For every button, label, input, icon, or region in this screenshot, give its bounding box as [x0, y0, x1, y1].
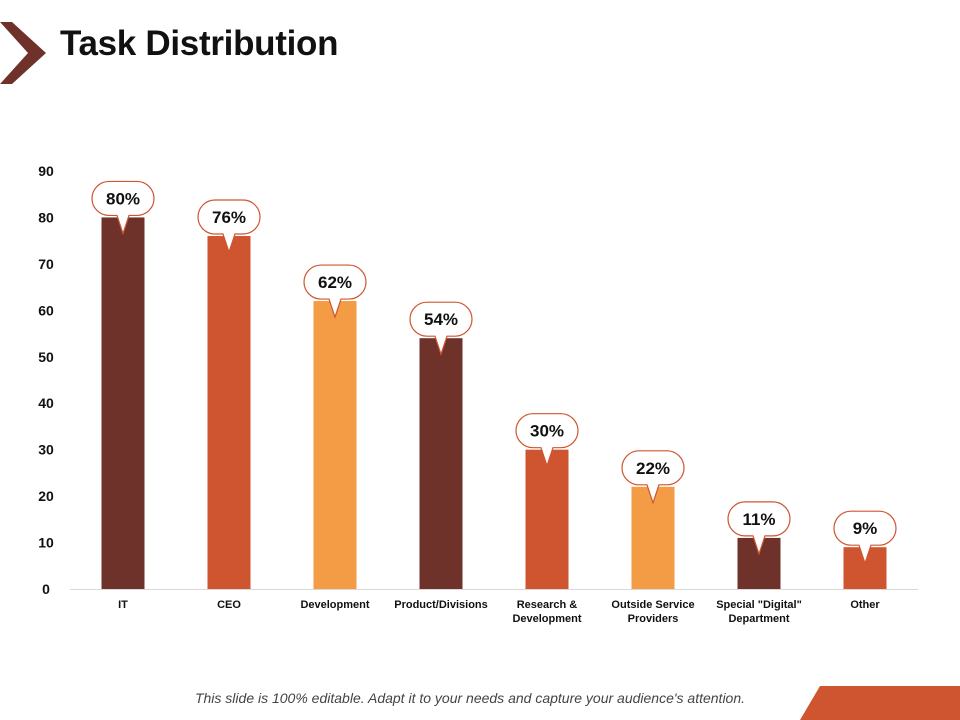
bar: [101, 217, 145, 589]
data-label-callout: [303, 264, 367, 319]
data-label-callout: [833, 510, 897, 566]
x-tick-label: Providers: [628, 613, 679, 625]
bar: [313, 301, 357, 589]
data-label-callout: [197, 199, 261, 254]
data-label: 11%: [742, 510, 775, 529]
y-tick-label: 70: [38, 256, 54, 272]
x-tick-label: Research &: [517, 599, 578, 611]
data-label: 54%: [424, 310, 458, 329]
x-tick-label: Other: [850, 599, 880, 611]
y-tick-label: 10: [38, 535, 54, 551]
y-tick-label: 30: [38, 442, 54, 458]
y-tick-label: 80: [38, 209, 54, 225]
data-label: 76%: [212, 208, 246, 227]
x-tick-label: Product/Divisions: [394, 599, 488, 611]
y-tick-label: 50: [38, 349, 54, 365]
data-label-callout: [409, 301, 473, 357]
bar-chart: 0 10 20 30 40 50 60 70 80 90 80% IT 76% CEO 62% Develop…: [38, 163, 918, 625]
data-label: 62%: [318, 273, 352, 292]
x-tick-label: Special "Digital": [716, 599, 802, 611]
data-label: 30%: [530, 422, 564, 441]
y-tick-label: 90: [38, 163, 54, 179]
chevron-arrow-icon: [0, 22, 46, 84]
y-tick-label: 40: [38, 395, 54, 411]
data-label-callout: [727, 501, 791, 556]
x-tick-label: Development: [300, 599, 369, 611]
data-label-callout: [515, 413, 579, 468]
y-tick-label: 20: [38, 488, 54, 504]
data-label-callout: [621, 450, 685, 505]
data-label: 80%: [106, 189, 140, 208]
y-tick-label: 60: [38, 302, 54, 318]
bar: [419, 338, 463, 589]
x-tick-label: CEO: [217, 599, 241, 611]
bar: [525, 449, 569, 589]
x-tick-label: Development: [512, 613, 581, 625]
x-tick-label: IT: [118, 599, 128, 611]
x-tick-label: Department: [728, 613, 789, 625]
page-title: Task Distribution: [60, 24, 339, 63]
footer-note: This slide is 100% editable. Adapt it to…: [194, 690, 746, 706]
x-tick-label: Outside Service: [611, 599, 694, 611]
data-label: 22%: [636, 459, 670, 478]
bar: [207, 236, 251, 589]
data-label: 9%: [853, 519, 878, 538]
y-tick-label: 0: [42, 581, 50, 597]
data-label-callout: [91, 180, 155, 236]
